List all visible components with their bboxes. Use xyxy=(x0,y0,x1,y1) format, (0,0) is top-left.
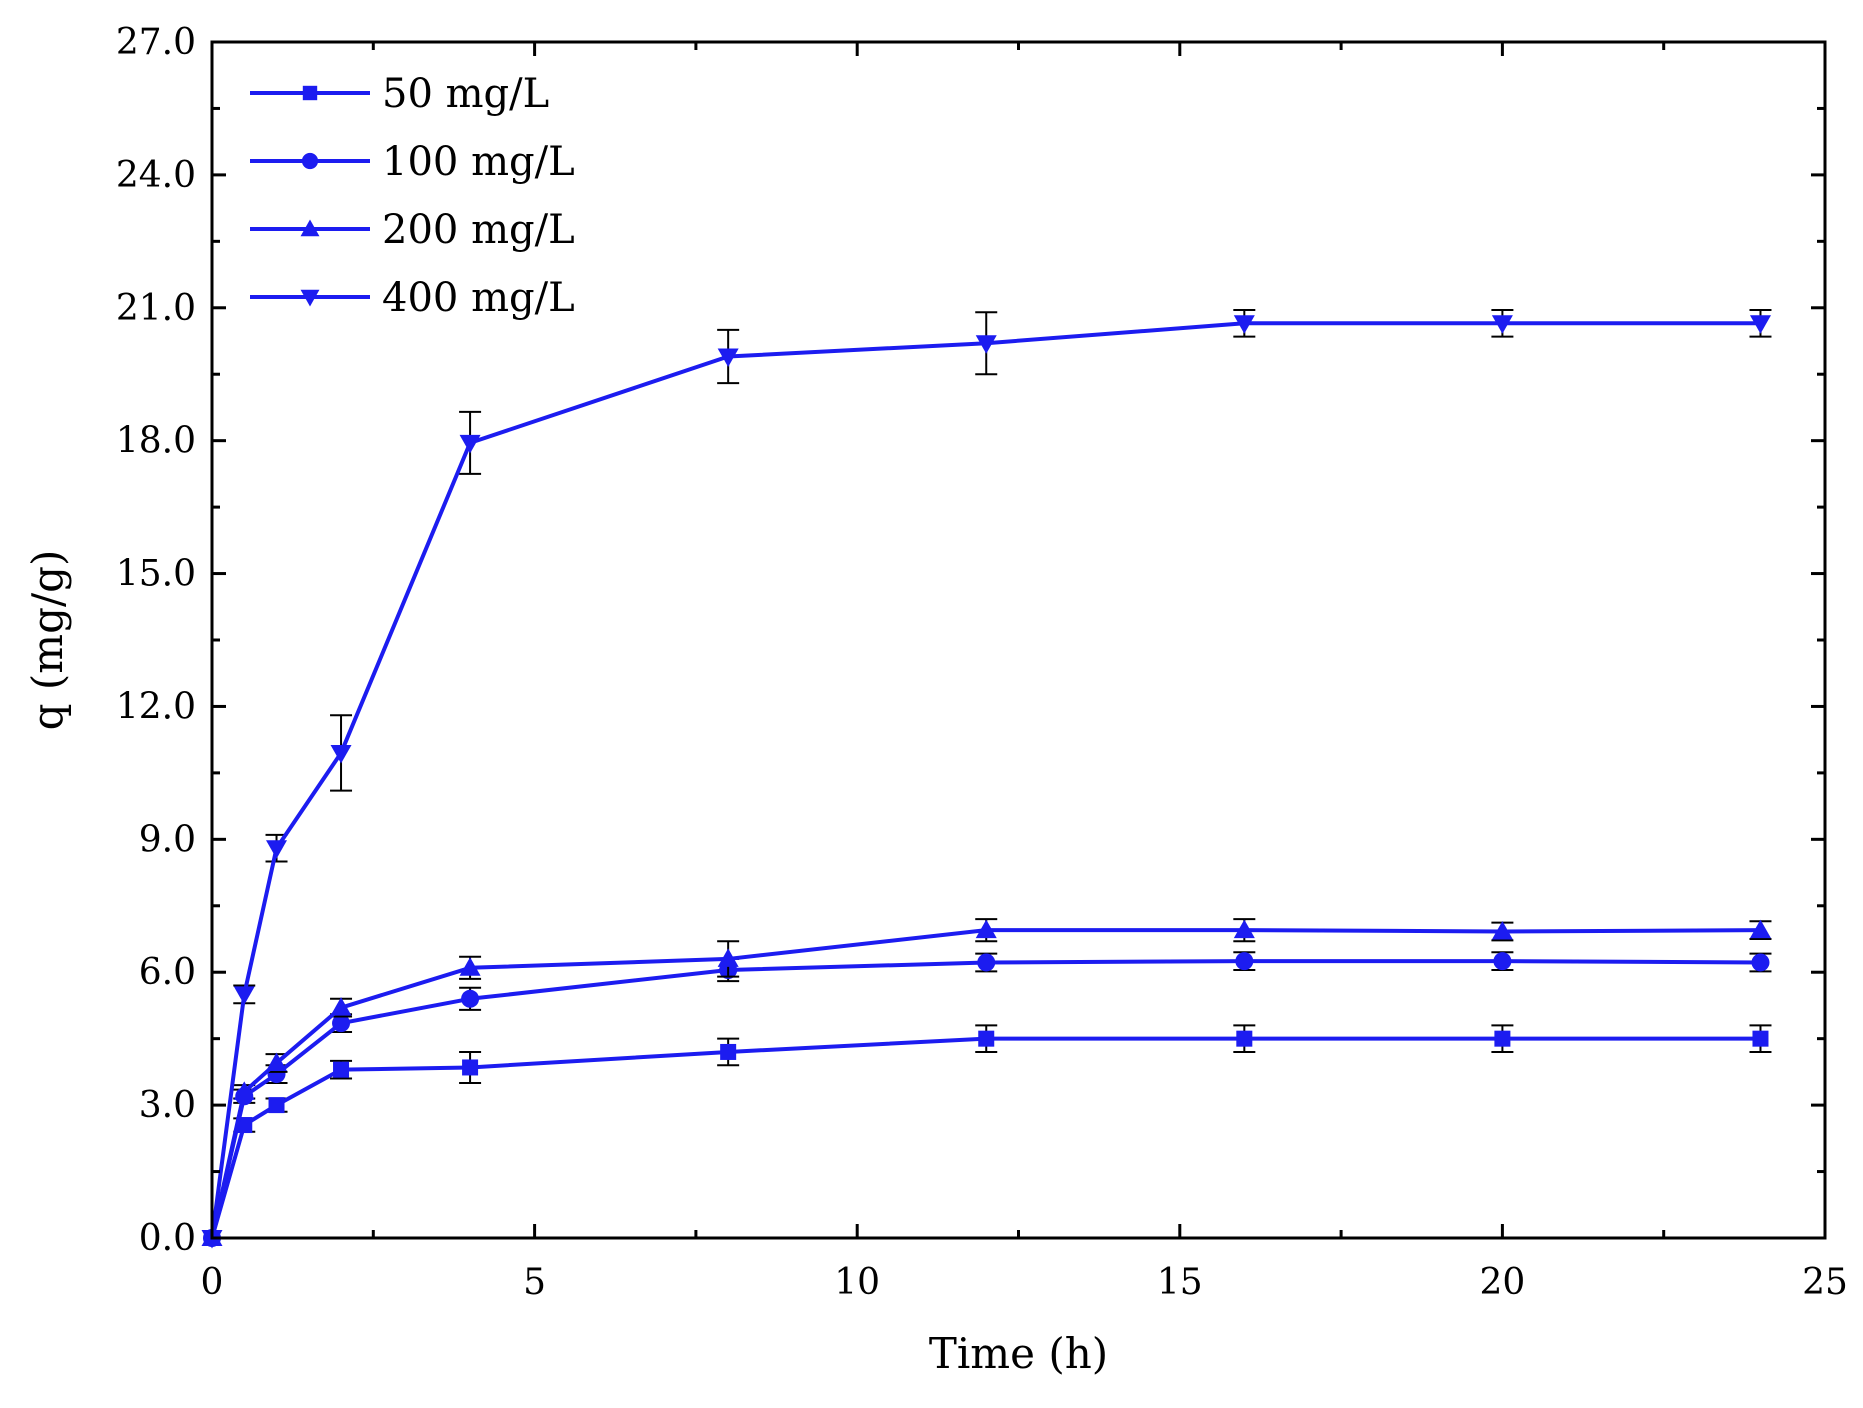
data-point xyxy=(330,997,352,1016)
data-point xyxy=(330,744,352,764)
y-tick-label: 18.0 xyxy=(116,421,196,462)
data-point xyxy=(1493,952,1512,971)
data-point xyxy=(717,948,739,967)
y-tick-label: 9.0 xyxy=(139,819,196,860)
x-tick-label: 25 xyxy=(1802,1262,1848,1303)
data-point xyxy=(459,434,481,454)
legend-label: 400 mg/L xyxy=(382,275,575,321)
data-point xyxy=(1749,919,1771,939)
series-line xyxy=(210,959,1761,1239)
x-tick-label: 5 xyxy=(523,1262,546,1303)
legend: 50 mg/L 100 mg/L 200 mg/L 400 mg/L xyxy=(250,71,575,321)
y-tick-label: 6.0 xyxy=(139,952,196,993)
series-circle xyxy=(203,951,1772,1247)
series-line xyxy=(210,321,1761,1239)
y-axis-title: q (mg/g) xyxy=(23,550,72,731)
data-point xyxy=(233,1081,255,1100)
data-point xyxy=(1233,315,1255,334)
legend-item: 200 mg/L xyxy=(250,207,575,253)
data-point xyxy=(1236,1030,1253,1047)
legend-marker xyxy=(301,152,319,170)
data-point xyxy=(1752,1030,1769,1047)
series-square xyxy=(204,1024,1772,1246)
x-tick-label: 0 xyxy=(201,1262,224,1303)
series-triangle-up xyxy=(201,918,1772,1246)
data-point xyxy=(975,335,997,354)
x-tick-label: 10 xyxy=(834,1262,880,1303)
data-point xyxy=(1751,953,1770,972)
legend-marker xyxy=(300,289,320,307)
data-point xyxy=(332,1014,351,1033)
data-point xyxy=(1491,920,1513,940)
data-point xyxy=(233,986,255,1005)
legend-item: 50 mg/L xyxy=(250,71,549,117)
data-point xyxy=(978,1030,995,1047)
data-point xyxy=(333,1061,350,1078)
data-point xyxy=(266,1052,288,1072)
y-tick-label: 0.0 xyxy=(139,1218,196,1259)
x-tick-label: 15 xyxy=(1157,1262,1203,1303)
legend-label: 100 mg/L xyxy=(382,139,575,185)
axes-layer: 0 5 10 15 20 25 0.0 3.0 6.0 9.0 12.0 15.0 18.0 21.0 24… xyxy=(116,22,1848,1303)
data-point xyxy=(268,1097,285,1114)
data-point xyxy=(1491,315,1513,334)
series-layer xyxy=(201,308,1772,1249)
y-tick-label: 27.0 xyxy=(116,22,196,63)
y-tick-label: 21.0 xyxy=(116,288,196,329)
series-line xyxy=(210,1036,1761,1239)
data-point xyxy=(266,840,288,859)
x-axis-title: Time (h) xyxy=(929,1329,1108,1378)
legend-label: 200 mg/L xyxy=(382,207,575,253)
legend-item: 100 mg/L xyxy=(250,139,575,185)
series-line xyxy=(210,928,1761,1239)
legend-label: 50 mg/L xyxy=(382,71,549,117)
x-tick-label: 20 xyxy=(1479,1262,1525,1303)
data-point xyxy=(717,348,739,368)
y-tick-label: 3.0 xyxy=(139,1085,196,1126)
data-point xyxy=(1235,952,1254,971)
legend-item: 400 mg/L xyxy=(250,275,575,321)
y-tick-label: 24.0 xyxy=(116,155,196,196)
data-point xyxy=(1494,1030,1511,1047)
y-tick-label: 15.0 xyxy=(116,554,196,595)
legend-marker xyxy=(302,85,318,101)
data-point xyxy=(1233,919,1255,939)
data-point xyxy=(462,1059,479,1076)
y-tick-label: 12.0 xyxy=(116,686,196,727)
data-point xyxy=(1749,315,1771,334)
data-point xyxy=(459,957,481,976)
data-point xyxy=(461,989,480,1008)
series-triangle-down xyxy=(201,308,1772,1249)
legend-marker xyxy=(300,219,320,237)
data-point xyxy=(720,1043,737,1060)
data-point xyxy=(977,953,996,972)
data-point xyxy=(975,919,997,939)
